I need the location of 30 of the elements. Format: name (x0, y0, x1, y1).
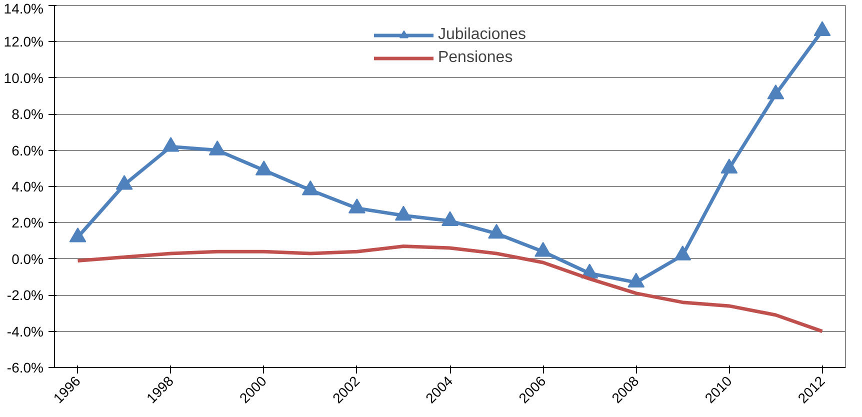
point (814, 21, 831, 36)
point (69, 227, 86, 242)
point (255, 160, 272, 176)
point (628, 272, 645, 288)
point (534, 242, 552, 257)
y-tick-label: -2.0% (6, 287, 44, 304)
point (442, 211, 458, 226)
line-series (76, 244, 824, 334)
y-tick-label: 14.0% (4, 0, 44, 16)
y-tick-label: 8.0% (12, 106, 44, 122)
y-tick-label: 0.0% (12, 250, 44, 267)
y-tick-label: 6.0% (12, 142, 44, 158)
y-tick-label: -4.0% (6, 323, 44, 340)
point (348, 198, 366, 214)
point (116, 174, 133, 190)
y-tick-label: 10.0% (4, 70, 44, 86)
legend-label: Pensiones (438, 49, 513, 67)
y-tick-label: 12.0% (4, 34, 44, 50)
y-tick-label: 4.0% (12, 178, 44, 194)
point (208, 140, 226, 156)
point (720, 158, 738, 174)
legend-label: Jubilaciones (438, 26, 526, 44)
point (162, 136, 180, 152)
point (394, 206, 412, 221)
point (302, 180, 319, 196)
point (674, 246, 692, 260)
y-tick-label: 2.0% (12, 214, 44, 231)
point (767, 84, 784, 100)
y-tick-label: -6.0% (6, 360, 44, 376)
point (488, 224, 506, 239)
